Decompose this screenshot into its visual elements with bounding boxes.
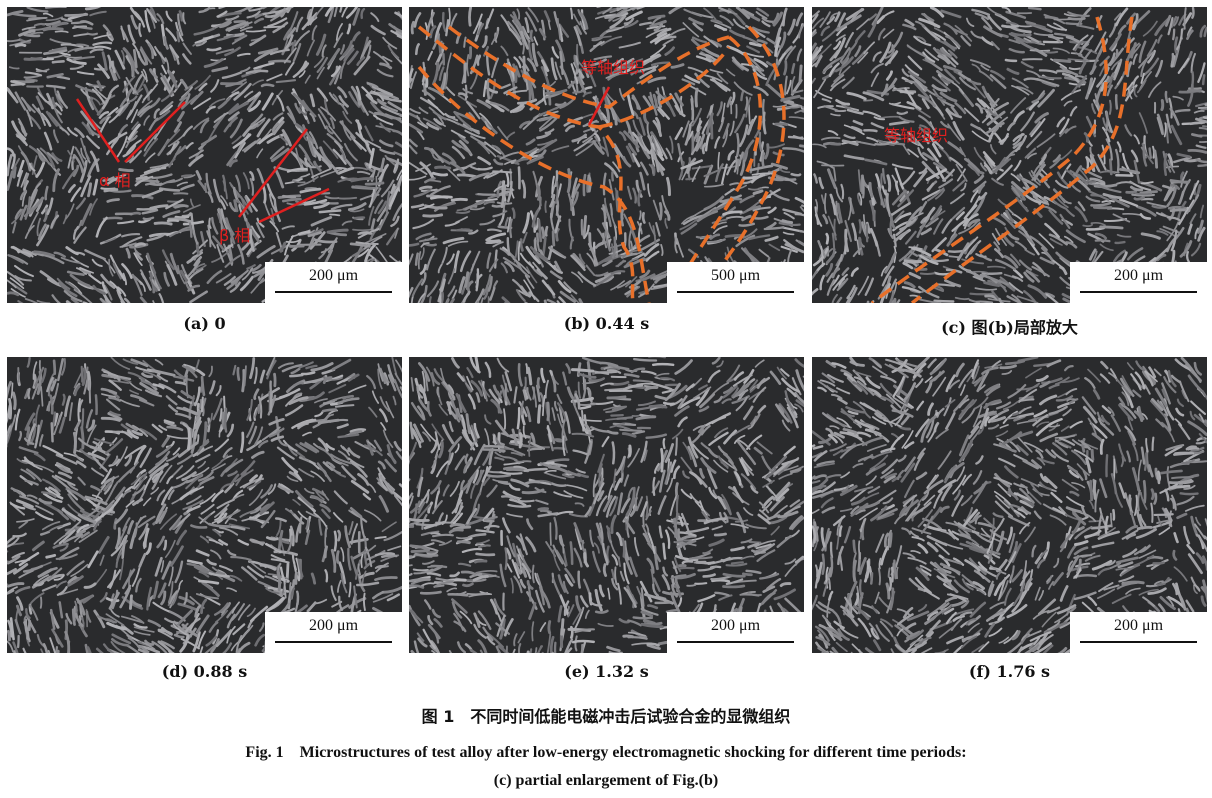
micrograph-e: 200 μm	[409, 357, 804, 653]
scale-line	[275, 641, 392, 643]
phase-arrows	[75, 98, 330, 224]
figure-title-en-1: Fig. 1 Microstructures of test alloy aft…	[245, 744, 967, 761]
microstructure-texture	[409, 357, 804, 653]
microstructure-texture	[7, 357, 402, 653]
caption-d: (d) 0.88 s	[161, 662, 248, 681]
scale-bar: 200 μm	[1070, 262, 1207, 303]
micrograph-c: 等轴组织 200 μm	[812, 7, 1207, 303]
alpha-phase-label: α 相	[99, 171, 131, 190]
scale-bar: 200 μm	[265, 612, 402, 653]
scale-line	[275, 291, 392, 293]
scale-bar: 200 μm	[265, 262, 402, 303]
figure-title-en-2: (c) partial enlargement of Fig.(b)	[493, 772, 719, 789]
caption-a: (a) 0	[183, 314, 226, 333]
micrograph-a: α 相 β 相 200 μm	[7, 7, 402, 303]
scale-bar: 500 μm	[667, 262, 804, 303]
equiaxed-structure-label: 等轴组织	[581, 58, 646, 77]
caption-b: (b) 0.44 s	[563, 314, 650, 333]
scale-text: 500 μm	[710, 267, 761, 284]
scale-text: 200 μm	[710, 617, 761, 634]
microstructure-texture	[812, 357, 1207, 653]
scale-line	[677, 291, 794, 293]
scale-bar: 200 μm	[667, 612, 804, 653]
scale-text: 200 μm	[1113, 267, 1164, 284]
beta-phase-label: β 相	[219, 226, 251, 245]
grain-boundary-outline	[870, 16, 1134, 303]
figure-title-cn: 图 1 不同时间低能电磁冲击后试验合金的显微组织	[421, 707, 791, 726]
scale-text: 200 μm	[308, 267, 359, 284]
equiaxed-structure-label: 等轴组织	[884, 126, 949, 145]
caption-f: (f) 1.76 s	[968, 662, 1051, 681]
micrograph-f: 200 μm	[812, 357, 1207, 653]
scale-text: 200 μm	[1113, 617, 1164, 634]
scale-line	[677, 641, 794, 643]
micrograph-b: 等轴组织 500 μm	[409, 7, 804, 303]
caption-c: (c) 图(b)局部放大	[941, 318, 1078, 337]
scale-line	[1080, 291, 1197, 293]
scale-bar: 200 μm	[1070, 612, 1207, 653]
scale-text: 200 μm	[308, 617, 359, 634]
caption-e: (e) 1.32 s	[564, 662, 649, 681]
scale-line	[1080, 641, 1197, 643]
grain-boundary-outline	[417, 25, 786, 303]
micrograph-d: 200 μm	[7, 357, 402, 653]
